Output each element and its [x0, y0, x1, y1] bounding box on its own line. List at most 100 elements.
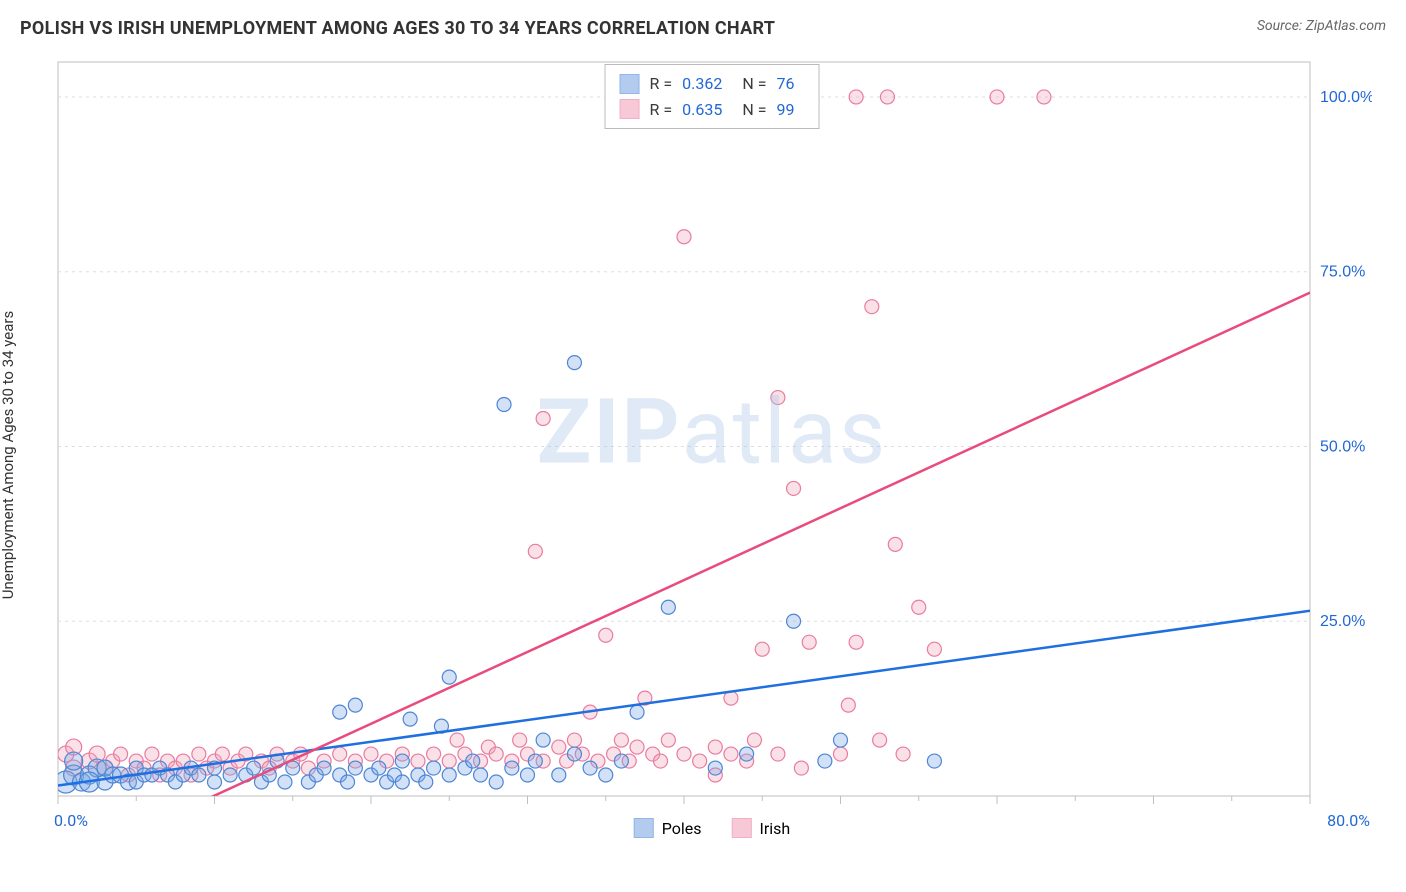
scatter-point	[677, 230, 691, 244]
scatter-point	[333, 747, 347, 761]
scatter-point	[442, 754, 456, 768]
stat-n-value: 99	[776, 97, 794, 123]
scatter-point	[489, 747, 503, 761]
scatter-point	[489, 775, 503, 789]
scatter-point	[348, 698, 362, 712]
scatter-point	[708, 740, 722, 754]
legend-label: Poles	[662, 819, 702, 838]
scatter-point	[834, 733, 848, 747]
scatter-point	[348, 761, 362, 775]
scatter-point	[677, 747, 691, 761]
stats-row: R = 0.635 N = 99	[620, 97, 805, 123]
scatter-point	[208, 775, 222, 789]
scatter-point	[661, 600, 675, 614]
source-label: Source: ZipAtlas.com	[1257, 18, 1386, 34]
scatter-point	[536, 733, 550, 747]
scatter-point	[841, 698, 855, 712]
scatter-point	[1037, 90, 1051, 104]
stat-n-label: N =	[742, 71, 766, 97]
scatter-point	[114, 747, 128, 761]
stats-row: R = 0.362N = 76	[620, 71, 805, 97]
scatter-point	[341, 775, 355, 789]
scatter-point	[888, 537, 902, 551]
scatter-point	[630, 705, 644, 719]
scatter-point	[990, 90, 1004, 104]
scatter-point	[552, 740, 566, 754]
scatter-point	[849, 635, 863, 649]
chart-title: POLISH VS IRISH UNEMPLOYMENT AMONG AGES …	[20, 18, 775, 39]
scatter-point	[873, 733, 887, 747]
scatter-point	[450, 733, 464, 747]
scatter-point	[630, 740, 644, 754]
scatter-point	[466, 754, 480, 768]
scatter-point	[755, 642, 769, 656]
scatter-point	[818, 754, 832, 768]
scatter-point	[247, 761, 261, 775]
y-axis-label: Unemployment Among Ages 30 to 34 years	[0, 311, 17, 599]
scatter-point	[474, 768, 488, 782]
scatter-point	[865, 300, 879, 314]
scatter-point	[614, 754, 628, 768]
scatter-point	[599, 628, 613, 642]
scatter-point	[927, 642, 941, 656]
scatter-point	[747, 733, 761, 747]
legend-item: Irish	[732, 818, 791, 838]
y-tick-label: 50.0%	[1320, 438, 1365, 455]
scatter-point	[567, 747, 581, 761]
scatter-point	[724, 747, 738, 761]
stat-r-label: R =	[650, 97, 673, 123]
trend-line	[183, 293, 1310, 810]
scatter-point	[771, 747, 785, 761]
scatter-point	[794, 761, 808, 775]
scatter-point	[419, 775, 433, 789]
scatter-point	[567, 733, 581, 747]
scatter-point	[442, 768, 456, 782]
scatter-point	[145, 747, 159, 761]
scatter-point	[771, 391, 785, 405]
stats-legend: R = 0.362N = 76R = 0.635 N = 99	[605, 64, 820, 129]
scatter-point	[427, 747, 441, 761]
scatter-point	[708, 761, 722, 775]
legend-swatch	[620, 99, 640, 119]
scatter-point	[278, 775, 292, 789]
scatter-point	[661, 733, 675, 747]
stat-n-label: N =	[742, 97, 766, 123]
scatter-point	[927, 754, 941, 768]
scatter-point	[411, 754, 425, 768]
y-tick-label: 25.0%	[1320, 613, 1365, 630]
scatter-point	[693, 754, 707, 768]
scatter-point	[912, 600, 926, 614]
legend-swatch	[732, 818, 752, 838]
scatter-point	[599, 768, 613, 782]
scatter-point	[787, 481, 801, 495]
scatter-point	[192, 768, 206, 782]
scatter-point	[880, 90, 894, 104]
scatter-point	[317, 761, 331, 775]
y-tick-label: 100.0%	[1320, 89, 1372, 106]
scatter-point	[403, 712, 417, 726]
scatter-point	[802, 635, 816, 649]
x-axis-origin-label: 0.0%	[54, 811, 88, 830]
scatter-point	[614, 733, 628, 747]
scatter-point	[536, 412, 550, 426]
scatter-point	[442, 670, 456, 684]
scatter-point	[395, 754, 409, 768]
scatter-chart: 25.0% 50.0% 75.0% 100.0%	[52, 58, 1372, 838]
scatter-point	[528, 544, 542, 558]
stat-r-label: R =	[650, 71, 673, 97]
scatter-point	[834, 747, 848, 761]
scatter-point	[654, 754, 668, 768]
bottom-legend: Poles Irish	[634, 818, 790, 838]
scatter-point	[372, 761, 386, 775]
scatter-point	[364, 747, 378, 761]
scatter-point	[497, 398, 511, 412]
scatter-point	[567, 356, 581, 370]
stat-n-value: 76	[776, 71, 794, 97]
y-tick-label: 75.0%	[1320, 264, 1365, 281]
scatter-point	[521, 768, 535, 782]
scatter-point	[333, 705, 347, 719]
stat-r-value: 0.635	[682, 97, 722, 123]
legend-swatch	[634, 818, 654, 838]
scatter-point	[65, 752, 83, 770]
scatter-point	[740, 747, 754, 761]
